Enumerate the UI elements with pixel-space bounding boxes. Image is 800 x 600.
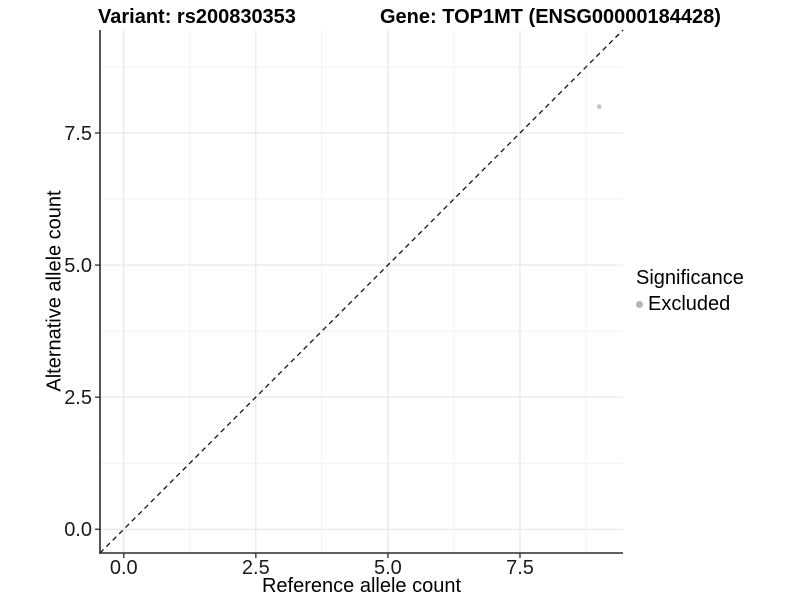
y-tick-label: 7.5 <box>64 123 92 145</box>
x-axis-title: Reference allele count <box>261 575 461 597</box>
legend: Significance Excluded <box>636 266 744 317</box>
identity-line <box>99 29 624 554</box>
data-point <box>596 104 602 109</box>
y-tick-label: 2.5 <box>64 387 92 409</box>
x-tick-label: 2.5 <box>242 557 270 579</box>
plot-title-gene: Gene: TOP1MT (ENSG00000184428) <box>380 6 721 28</box>
x-tick-label: 0.0 <box>110 557 138 579</box>
x-tick-label: 7.5 <box>506 557 534 579</box>
y-axis-title: Alternative allele count <box>43 190 66 392</box>
legend-entry: Excluded <box>636 292 744 317</box>
y-tick-label: 0.0 <box>64 519 92 541</box>
legend-entry-label: Excluded <box>648 293 731 315</box>
x-tick-label: 5.0 <box>374 557 402 579</box>
legend-point-icon <box>636 301 643 308</box>
y-tick-label: 5.0 <box>64 255 92 277</box>
legend-title: Significance <box>636 267 744 289</box>
plot-title-variant: Variant: rs200830353 <box>98 6 296 28</box>
